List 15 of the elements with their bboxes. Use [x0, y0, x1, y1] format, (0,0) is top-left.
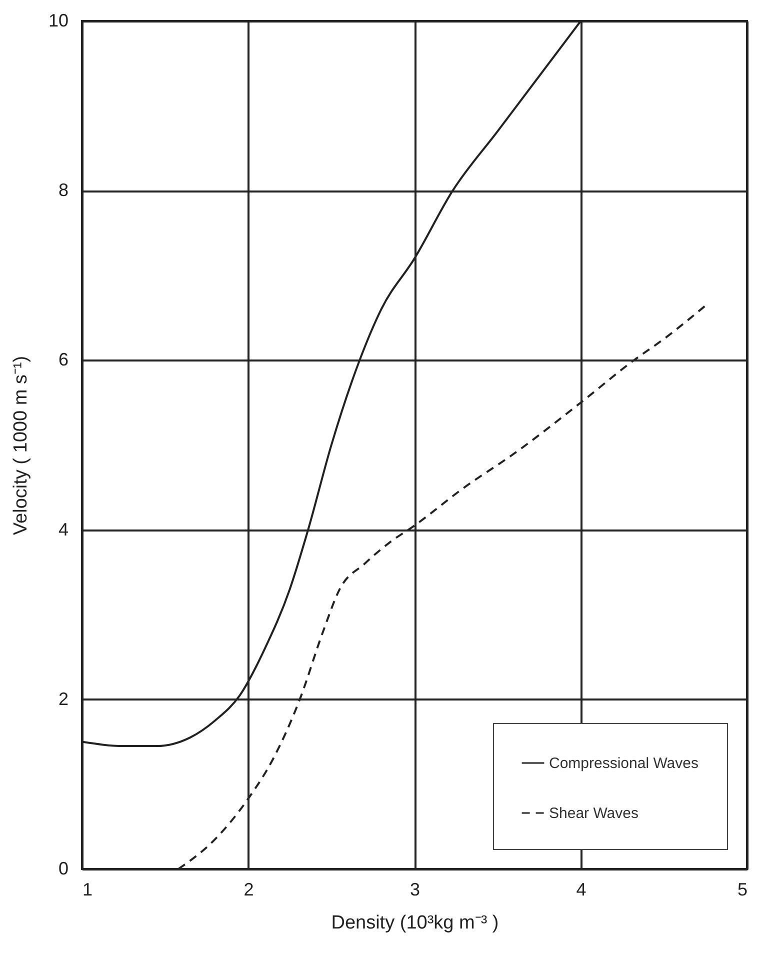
y-tick-label: 8 — [58, 180, 68, 200]
y-axis-title: Velocity ( 1000 m s⁻¹) — [10, 356, 32, 536]
y-tick-label: 6 — [58, 350, 68, 370]
legend-label: Compressional Waves — [549, 755, 698, 772]
y-tick-label: 4 — [58, 519, 68, 540]
y-tick-label: 0 — [58, 858, 68, 878]
x-tick-label: 3 — [410, 880, 420, 900]
x-tick-label: 5 — [737, 880, 748, 900]
x-tick-label: 2 — [244, 880, 254, 900]
legend-label: Shear Waves — [549, 805, 638, 822]
x-tick-label: 4 — [576, 880, 586, 900]
y-tick-label: 2 — [58, 688, 68, 709]
x-tick-label: 1 — [82, 880, 93, 900]
y-tick-label: 10 — [48, 10, 68, 30]
x-axis-title: Density (10³kg m⁻³ ) — [331, 912, 499, 934]
